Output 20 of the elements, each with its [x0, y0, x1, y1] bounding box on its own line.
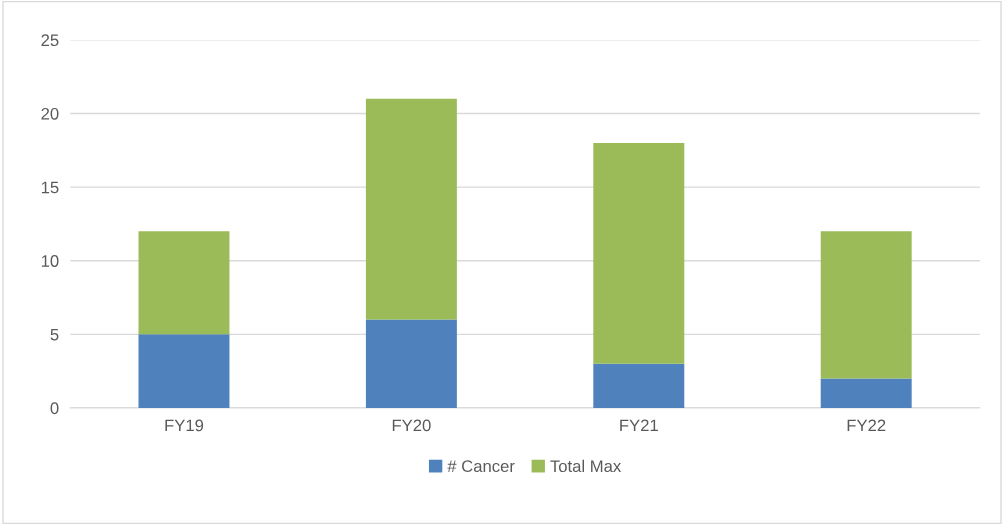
bar: [138, 231, 230, 335]
legend-label: Total Max: [550, 459, 622, 473]
legend-label: # Cancer: [447, 460, 515, 473]
y-tick-label: 25: [41, 34, 59, 47]
bar: [365, 98, 457, 320]
x-tick-label: FY20: [392, 419, 431, 432]
bar: [593, 363, 685, 408]
bar: [820, 378, 912, 408]
bar: [820, 231, 912, 379]
x-tick-label: FY22: [847, 419, 886, 432]
y-tick-label: 20: [41, 107, 59, 120]
y-tick-label: 5: [50, 328, 59, 341]
y-tick-label: 10: [41, 255, 59, 267]
y-tick-label: 0: [50, 402, 59, 415]
y-tick-label: 15: [41, 181, 59, 194]
bar: [365, 319, 457, 408]
bar: [593, 142, 685, 364]
x-tick-label: FY19: [165, 419, 204, 432]
bar: [138, 334, 230, 408]
x-tick-label: FY21: [620, 419, 658, 432]
